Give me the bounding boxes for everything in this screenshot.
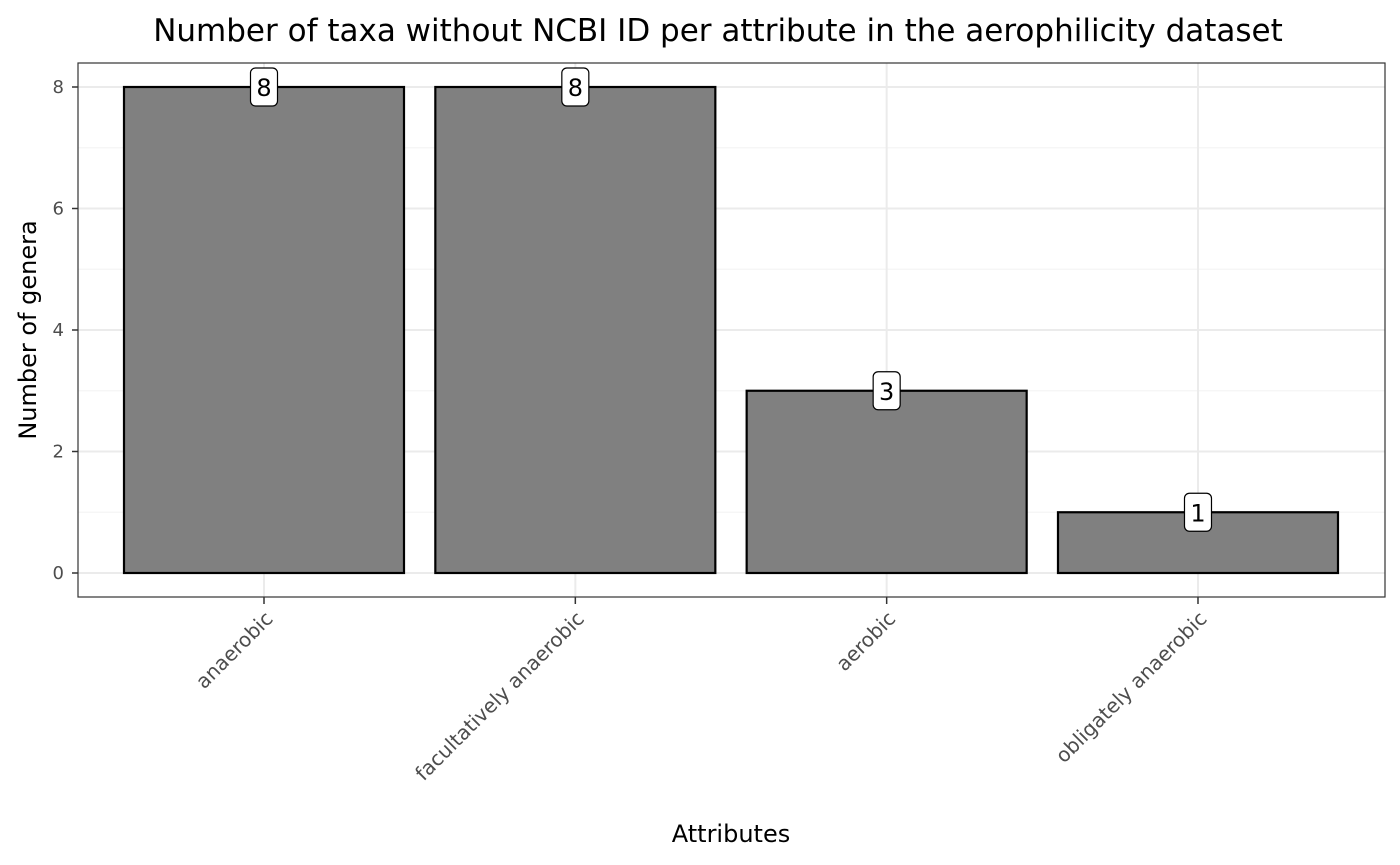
y-axis-title: Number of genera bbox=[14, 220, 42, 439]
data-label: 8 bbox=[568, 74, 583, 102]
data-label-box bbox=[872, 371, 901, 411]
x-axis-title: Attributes bbox=[672, 820, 790, 848]
bars bbox=[122, 85, 1340, 575]
y-tick-label: 4 bbox=[53, 320, 64, 341]
data-labels: 8 8 3 1 bbox=[249, 67, 1213, 532]
y-tick-label: 6 bbox=[53, 199, 64, 220]
data-label: 8 bbox=[256, 74, 271, 102]
y-tick-label: 8 bbox=[53, 77, 64, 98]
y-tick-label: 0 bbox=[53, 563, 64, 584]
y-axis: 0 2 4 6 8 bbox=[53, 77, 78, 584]
chart-title: Number of taxa without NCBI ID per attri… bbox=[153, 13, 1283, 49]
data-label: 3 bbox=[879, 378, 894, 406]
bar bbox=[434, 85, 717, 575]
data-label-box bbox=[249, 67, 279, 107]
bar bbox=[122, 85, 406, 575]
y-tick-label: 2 bbox=[53, 442, 64, 463]
data-label-box bbox=[1183, 492, 1213, 532]
data-label-box bbox=[561, 67, 590, 107]
bar bbox=[745, 389, 1028, 575]
data-label: 1 bbox=[1190, 499, 1205, 527]
